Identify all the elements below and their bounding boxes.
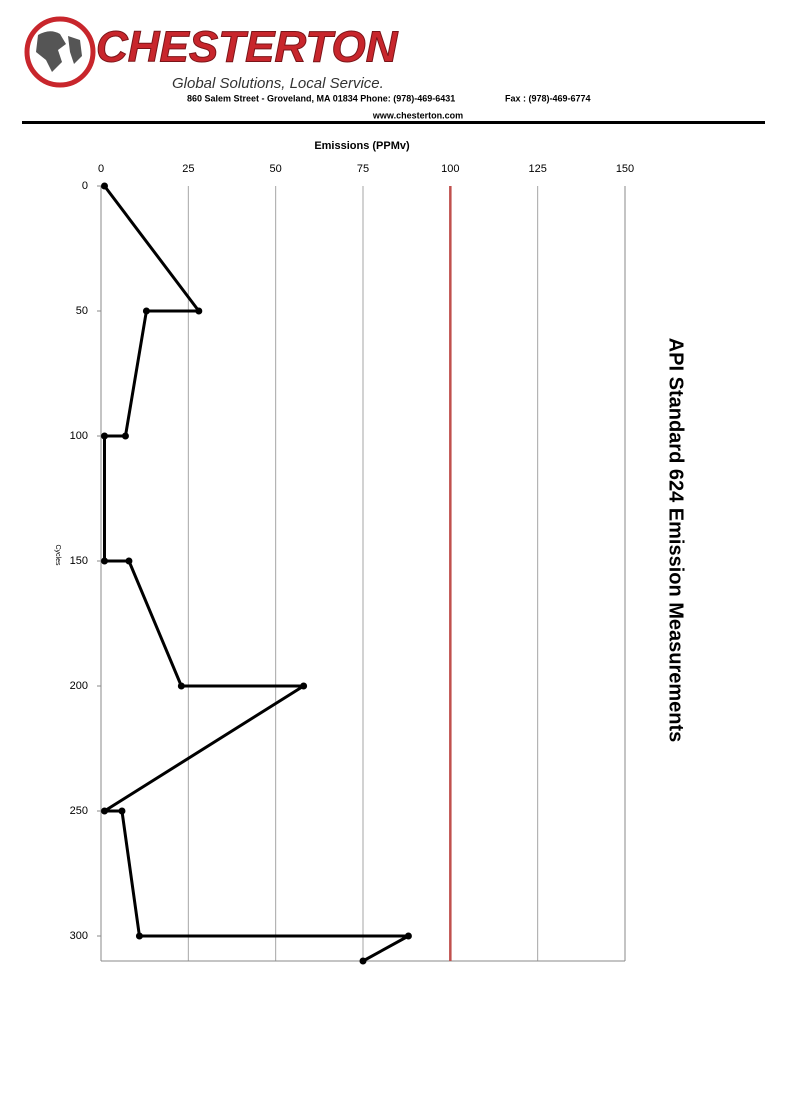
header-rule [22,121,765,124]
data-point [359,957,367,965]
y-tick-label: 300 [70,930,88,942]
data-point [125,557,133,565]
address: 860 Salem Street - Groveland, MA 01834 P… [187,93,455,103]
logo [24,16,96,88]
data-point [118,807,126,815]
y-tick-label: 250 [70,805,88,817]
brand: CHESTERTON [96,23,399,72]
data-point [300,682,308,690]
x-tick-label: 100 [441,163,459,175]
x-axis-label: Emissions (PPMv) [314,140,410,152]
x-tick-label: 0 [98,163,104,175]
data-point [100,807,108,815]
x-tick-label: 25 [182,163,194,175]
data-point [121,432,129,440]
data-point [100,557,108,565]
data-point [177,682,185,690]
y-tick-label: 150 [70,555,88,567]
y-tick-label: 50 [76,305,88,317]
data-point [100,182,108,190]
chart-title: API Standard 624 Emission Measurements [665,338,687,743]
x-tick-label: 75 [357,163,369,175]
y-axis-label: Cycles [54,544,61,566]
data-point [142,307,150,315]
y-tick-label: 100 [70,430,88,442]
data-line [102,185,410,963]
data-point [100,432,108,440]
data-point [135,932,143,940]
x-tick-label: 150 [616,163,634,175]
data-point [195,307,203,315]
data-point [404,932,412,940]
logo-continents [36,31,82,72]
website: www.chesterton.com [372,110,463,120]
x-tick-label: 50 [270,163,282,175]
slogan: Global Solutions, Local Service. [172,75,384,92]
x-tick-label: 125 [528,163,546,175]
y-tick-label: 200 [70,680,88,692]
fax: Fax : (978)-469-6774 [505,93,591,103]
y-tick-label: 0 [82,180,88,192]
